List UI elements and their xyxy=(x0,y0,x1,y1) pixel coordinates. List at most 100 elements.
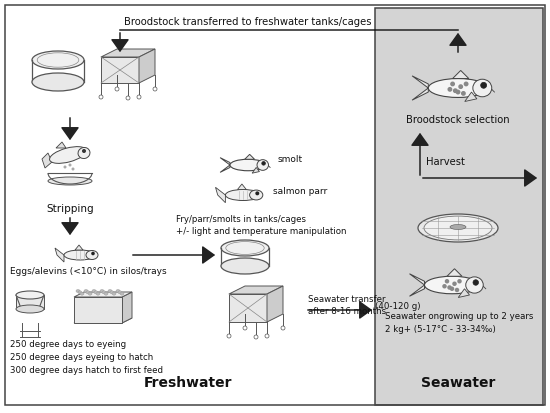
Circle shape xyxy=(255,191,259,195)
Text: Harvest: Harvest xyxy=(426,157,465,167)
Circle shape xyxy=(464,81,469,86)
Polygon shape xyxy=(75,245,83,250)
Circle shape xyxy=(450,287,454,291)
Circle shape xyxy=(91,252,95,255)
Circle shape xyxy=(473,280,478,285)
Text: (40-120 g): (40-120 g) xyxy=(375,302,421,311)
Polygon shape xyxy=(245,154,255,159)
Polygon shape xyxy=(465,92,477,102)
Text: Stripping: Stripping xyxy=(46,204,94,214)
Ellipse shape xyxy=(116,290,120,292)
Ellipse shape xyxy=(428,78,488,97)
Ellipse shape xyxy=(112,292,116,295)
Polygon shape xyxy=(412,76,428,100)
Ellipse shape xyxy=(80,292,84,295)
Polygon shape xyxy=(56,142,66,148)
Text: Eggs/alevins (<10°C) in silos/trays: Eggs/alevins (<10°C) in silos/trays xyxy=(10,267,167,276)
Ellipse shape xyxy=(257,160,268,170)
Polygon shape xyxy=(252,167,260,173)
Circle shape xyxy=(445,279,449,283)
Ellipse shape xyxy=(450,225,466,230)
Polygon shape xyxy=(74,292,132,297)
Polygon shape xyxy=(229,294,267,322)
Ellipse shape xyxy=(108,290,112,292)
Polygon shape xyxy=(139,49,155,83)
Polygon shape xyxy=(42,153,52,168)
Circle shape xyxy=(461,91,466,96)
Ellipse shape xyxy=(16,291,44,299)
Text: Seawater: Seawater xyxy=(421,376,495,390)
Polygon shape xyxy=(55,248,64,262)
Circle shape xyxy=(137,95,141,99)
Ellipse shape xyxy=(88,292,92,295)
Ellipse shape xyxy=(32,73,84,91)
Ellipse shape xyxy=(226,190,261,200)
Polygon shape xyxy=(101,49,155,57)
Ellipse shape xyxy=(92,290,96,292)
Ellipse shape xyxy=(64,250,96,260)
Polygon shape xyxy=(229,286,283,294)
Ellipse shape xyxy=(84,290,88,292)
Circle shape xyxy=(254,335,258,339)
Ellipse shape xyxy=(250,190,263,200)
Circle shape xyxy=(447,285,452,290)
Circle shape xyxy=(450,81,455,86)
Ellipse shape xyxy=(16,305,44,313)
Circle shape xyxy=(227,334,231,338)
Circle shape xyxy=(457,279,462,283)
Polygon shape xyxy=(453,71,469,78)
Circle shape xyxy=(243,326,247,330)
Ellipse shape xyxy=(110,291,114,294)
Circle shape xyxy=(82,149,86,153)
Text: salmon parr: salmon parr xyxy=(273,188,327,197)
Text: Freshwater: Freshwater xyxy=(144,376,232,390)
Text: Seawater ongrowing up to 2 years
2 kg+ (5-17°C - 33-34‰): Seawater ongrowing up to 2 years 2 kg+ (… xyxy=(385,312,534,334)
Polygon shape xyxy=(410,274,425,296)
Ellipse shape xyxy=(120,292,124,295)
Polygon shape xyxy=(238,184,246,190)
Polygon shape xyxy=(16,295,44,309)
Ellipse shape xyxy=(94,291,98,294)
Polygon shape xyxy=(101,57,139,83)
Ellipse shape xyxy=(425,276,480,294)
Circle shape xyxy=(442,284,447,289)
Ellipse shape xyxy=(78,291,82,294)
Ellipse shape xyxy=(104,292,108,295)
Ellipse shape xyxy=(96,292,100,295)
Ellipse shape xyxy=(418,214,498,242)
Ellipse shape xyxy=(466,277,483,293)
Polygon shape xyxy=(74,297,122,323)
Polygon shape xyxy=(122,292,132,323)
Circle shape xyxy=(448,87,452,92)
Ellipse shape xyxy=(424,216,492,240)
Ellipse shape xyxy=(230,159,266,171)
Text: 250 degree days to eyeing
250 degree days eyeing to hatch
300 degree days hatch : 250 degree days to eyeing 250 degree day… xyxy=(10,340,163,375)
Polygon shape xyxy=(447,269,462,276)
Circle shape xyxy=(452,282,456,286)
Circle shape xyxy=(63,166,67,169)
Text: Broodstock transferred to freshwater tanks/cages: Broodstock transferred to freshwater tan… xyxy=(124,17,372,27)
Ellipse shape xyxy=(221,258,269,274)
Circle shape xyxy=(262,161,266,165)
Ellipse shape xyxy=(32,51,84,69)
Circle shape xyxy=(453,88,458,93)
Text: Broodstock selection: Broodstock selection xyxy=(406,115,510,125)
Circle shape xyxy=(69,164,72,166)
Ellipse shape xyxy=(86,291,90,294)
Bar xyxy=(375,8,543,405)
Ellipse shape xyxy=(473,79,492,97)
Text: Seawater transfer
after 8-16 months: Seawater transfer after 8-16 months xyxy=(308,295,386,316)
Ellipse shape xyxy=(221,240,269,256)
Circle shape xyxy=(126,96,130,100)
Ellipse shape xyxy=(48,177,92,185)
Ellipse shape xyxy=(102,291,106,294)
Circle shape xyxy=(72,168,74,171)
Ellipse shape xyxy=(86,251,98,259)
Circle shape xyxy=(153,87,157,91)
Text: Fry/parr/smolts in tanks/cages
+/- light and temperature manipulation: Fry/parr/smolts in tanks/cages +/- light… xyxy=(176,215,346,237)
Ellipse shape xyxy=(50,147,86,164)
Polygon shape xyxy=(16,295,44,311)
Circle shape xyxy=(115,87,119,91)
Polygon shape xyxy=(216,188,225,203)
Circle shape xyxy=(458,84,463,89)
